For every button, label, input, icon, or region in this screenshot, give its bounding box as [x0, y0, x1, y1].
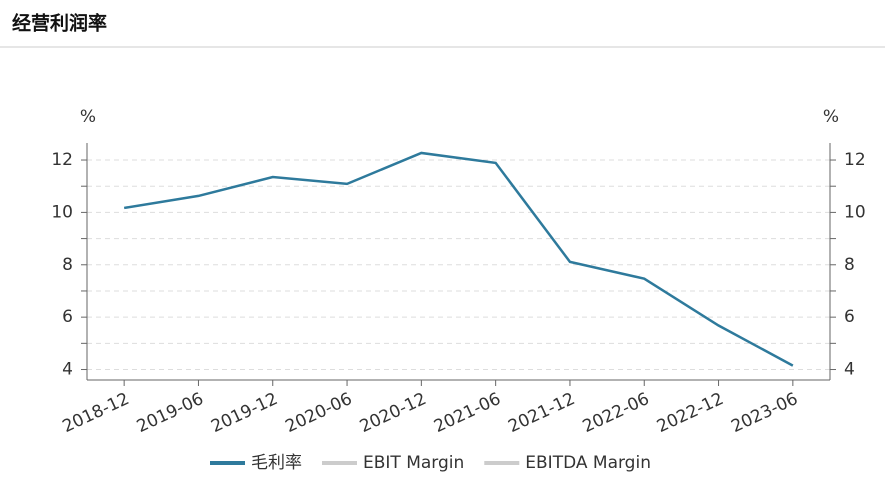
x-tick-label: 2020-06 [282, 389, 355, 437]
y-tick-label: 8 [62, 255, 73, 275]
y2-tick-label: 12 [844, 150, 866, 170]
legend-label[interactable]: EBITDA Margin [525, 453, 651, 473]
x-tick-label: 2023-06 [728, 389, 801, 437]
chart-title: 经营利润率 [12, 12, 107, 35]
x-tick-label: 2021-12 [505, 389, 578, 437]
x-tick-label: 2021-06 [431, 389, 504, 437]
x-tick-label: 2020-12 [357, 389, 430, 437]
y2-tick-label: 6 [844, 307, 855, 327]
y2-unit: % [823, 107, 839, 127]
x-tick-label: 2019-06 [134, 389, 207, 437]
y2-tick-label: 4 [844, 360, 855, 380]
y2-tick-label: 8 [844, 255, 855, 275]
x-tick-label: 2018-12 [60, 389, 133, 437]
y-tick-label: 10 [51, 202, 73, 222]
y-unit: % [80, 107, 96, 127]
x-tick-label: 2022-12 [654, 389, 727, 437]
x-tick-label: 2022-06 [580, 389, 653, 437]
line-series [123, 151, 794, 367]
legend-label[interactable]: EBIT Margin [363, 453, 464, 473]
y-tick-label: 6 [62, 307, 73, 327]
legend-label[interactable]: 毛利率 [251, 453, 302, 473]
y-tick-label: 12 [51, 150, 73, 170]
x-tick-label: 2019-12 [208, 389, 281, 437]
y-tick-label: 4 [62, 360, 73, 380]
y2-tick-label: 10 [844, 202, 866, 222]
